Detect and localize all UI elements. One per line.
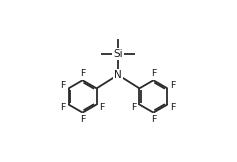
Text: F: F — [131, 103, 137, 112]
Text: F: F — [80, 115, 85, 124]
Text: F: F — [170, 81, 176, 90]
Text: F: F — [100, 103, 105, 112]
Text: F: F — [151, 115, 156, 124]
Text: F: F — [60, 103, 66, 112]
Text: F: F — [60, 81, 66, 90]
Text: F: F — [151, 69, 156, 78]
Text: Si: Si — [113, 49, 123, 59]
Text: F: F — [80, 69, 85, 78]
Text: F: F — [170, 103, 176, 112]
Text: N: N — [114, 70, 122, 80]
